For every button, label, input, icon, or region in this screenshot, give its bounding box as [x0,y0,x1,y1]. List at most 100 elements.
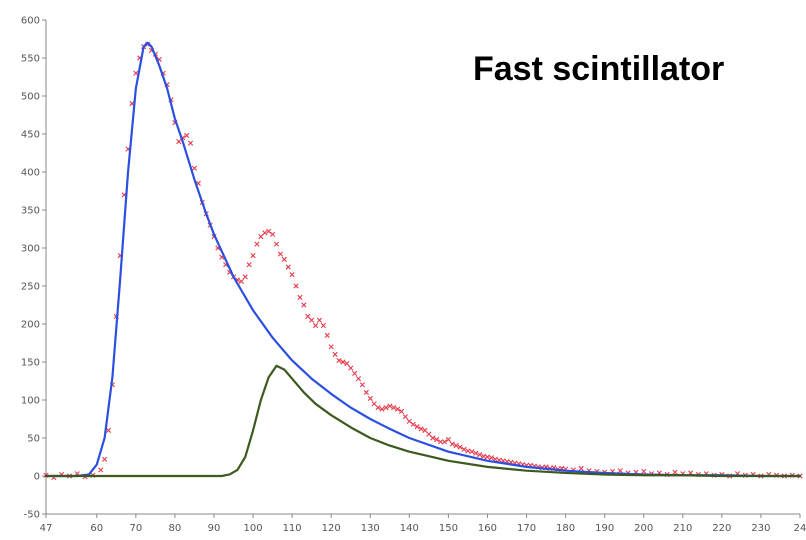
y-tick-label: 500 [21,92,40,103]
data-point [414,424,420,430]
x-tick-label: 190 [595,523,614,534]
data-point [340,359,346,365]
data-point [258,234,264,240]
data-point [445,436,451,443]
y-tick-label: 550 [21,54,40,65]
data-point [484,454,491,460]
data-point [480,453,487,459]
x-tick-label: 160 [478,523,497,534]
data-point [672,469,678,475]
plot-area [43,41,803,481]
data-point [320,322,326,329]
x-tick-label: 80 [169,523,182,534]
x-tick-label: 130 [361,523,380,534]
data-point [348,365,354,371]
x-tick-label: 24 [794,523,806,534]
data-point [406,418,412,424]
data-point [465,448,471,454]
data-point [266,228,272,234]
data-point [191,165,198,171]
x-tick-label: 110 [283,523,302,534]
data-point [336,357,342,364]
data-point [383,405,389,411]
data-point [363,389,369,395]
data-point [316,317,323,323]
x-tick-label: 150 [439,523,458,534]
data-point [297,294,303,300]
x-tick-label: 47 [40,523,53,534]
data-point [410,421,416,427]
data-point [434,436,440,443]
data-point [387,403,393,409]
data-point [488,455,494,461]
data-point [176,139,182,145]
data-point [277,251,283,257]
y-tick-label: 450 [21,130,40,141]
x-tick-label: 200 [634,523,653,534]
data-point [238,278,244,285]
y-tick-label: 50 [27,434,40,445]
data-point [281,256,287,262]
data-point [105,427,112,433]
y-tick-label: 100 [21,396,40,407]
x-tick-label: 230 [751,523,770,534]
x-tick-label: 100 [244,523,263,534]
data-point [457,444,463,450]
y-tick-label: 350 [21,206,40,217]
data-point [289,272,295,278]
y-tick-label: 150 [21,358,40,369]
data-point [367,395,373,402]
data-point [641,468,647,475]
data-point [449,441,455,447]
data-point [473,450,479,456]
data-point [98,467,104,473]
data-point [242,274,248,280]
x-tick-label: 120 [322,523,341,534]
y-tick-label: 600 [21,16,40,27]
data-point [391,405,397,411]
data-point [422,427,428,433]
y-tick-label: 400 [21,168,40,179]
data-point [301,302,307,308]
data-point [262,230,268,236]
data-point [250,253,256,259]
data-point [273,241,280,247]
data-point [344,360,350,367]
data-point [187,140,194,146]
y-tick-label: -50 [24,510,40,521]
data-point [461,446,467,452]
data-point [430,435,436,441]
data-point [379,406,385,412]
data-point [371,401,377,407]
chart-title: Fast scintillator [473,50,724,88]
data-point [395,406,401,412]
data-point [578,465,584,471]
data-point [469,449,475,455]
data-point [312,322,319,329]
data-point [352,370,358,376]
x-axis: 47 60 70 80 90 100 110 120 130 140 150 160 170 180 190… [40,513,806,534]
series-line-0 [44,41,802,478]
x-tick-label: 170 [517,523,536,534]
y-tick-label: 0 [34,472,40,483]
data-point [402,414,409,420]
data-point [246,262,252,268]
data-point [309,317,315,323]
data-point [324,332,330,338]
data-point [254,241,260,247]
x-tick-label: 70 [129,523,142,534]
data-point [441,439,448,445]
x-tick-label: 60 [90,523,103,534]
data-point [285,264,291,270]
y-tick-label: 200 [21,320,40,331]
series-markers-2 [43,41,803,481]
data-point [453,443,459,449]
y-tick-label: 250 [21,282,40,293]
y-tick-label: 300 [21,244,40,255]
data-point [328,344,334,350]
y-axis: -50 0 50 100 150 200 250 300 350 400 450 500 550 600 [21,16,47,521]
data-point [102,456,108,462]
data-point [418,426,424,432]
data-point [355,376,362,382]
